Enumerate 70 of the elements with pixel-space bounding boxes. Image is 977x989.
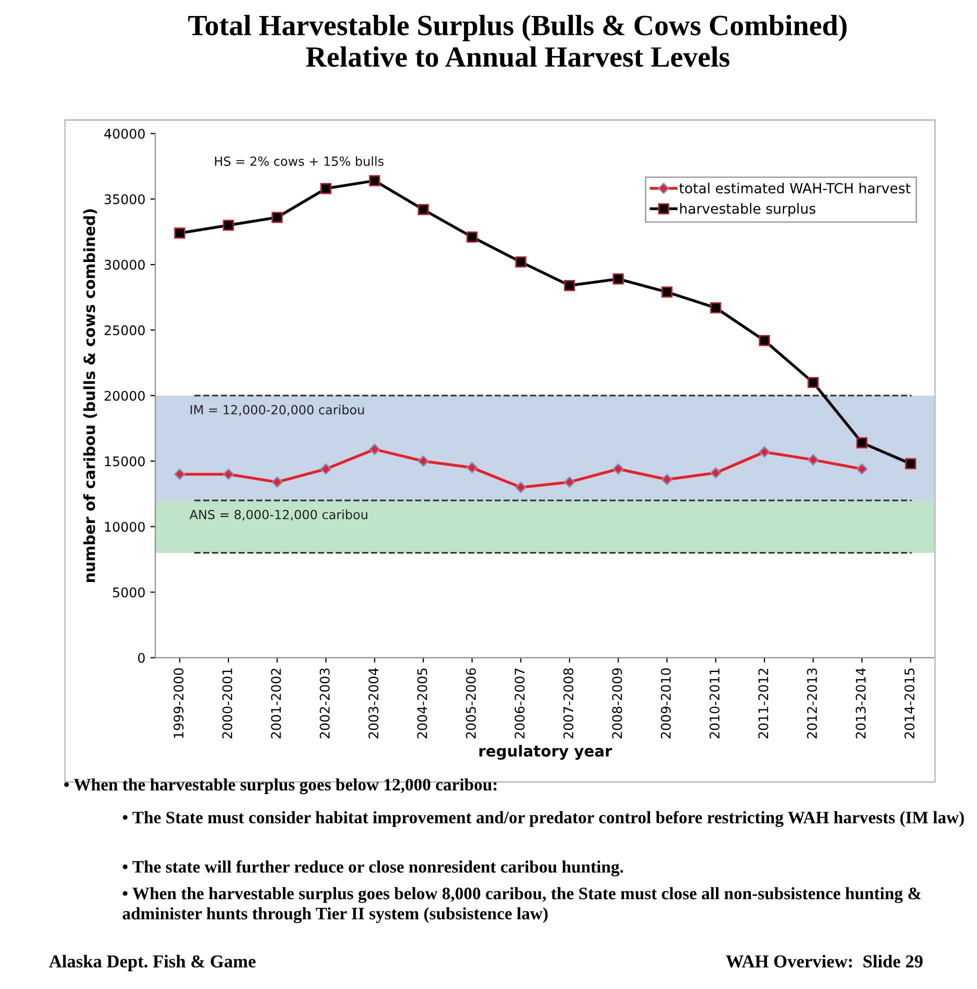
- x-tick-label: 2008-2009: [612, 668, 622, 738]
- point: [222, 220, 234, 231]
- point: [418, 456, 429, 467]
- x-tick-label: 2001-2002: [271, 668, 281, 738]
- legend-label: harvestable surplus: [680, 203, 816, 217]
- point: [418, 204, 429, 216]
- y-tick-label: 0: [138, 652, 145, 663]
- point: [174, 468, 186, 480]
- point: [661, 474, 673, 486]
- x-tick-label: 2004-2005: [417, 668, 428, 738]
- point: [905, 458, 916, 470]
- x-tick-label: 2010-2011: [710, 668, 720, 738]
- point: [710, 302, 722, 314]
- y-tick-label: 15000: [105, 456, 145, 466]
- point: [222, 468, 234, 480]
- y-tick-label: 30000: [104, 260, 145, 270]
- y-tick-label: 40000: [104, 128, 145, 139]
- point: [369, 175, 380, 186]
- x-tick-label: 2005-2006: [466, 668, 476, 738]
- legend-label: total estimated WAH-TCH harvest: [679, 182, 910, 194]
- x-tick-label: 2014-2015: [904, 668, 914, 738]
- text: WAH Overview: Slide 29: [726, 954, 923, 968]
- point: [758, 446, 770, 458]
- text: • The State must consider habitat improvement and/or predator control before restricting WAH harvests (IM law): [122, 810, 964, 828]
- band-label: IM = 12,000-20,000 caribou: [190, 404, 364, 416]
- annotation: HS = 2% cows + 15% bulls: [215, 156, 384, 166]
- x-axis-title: regulatory year: [479, 744, 612, 760]
- y-tick-label: 5000: [113, 587, 145, 598]
- x-tick-label: 2007-2008: [563, 668, 574, 738]
- point: [515, 482, 526, 493]
- point: [466, 231, 478, 243]
- point: [808, 376, 819, 388]
- point: [466, 462, 478, 474]
- x-tick-label: 2006-2007: [514, 668, 525, 738]
- band-label: ANS = 8,000-12,000 caribou: [190, 510, 368, 521]
- text: • When the harvestable surplus goes below 12,000 caribou:: [64, 778, 496, 794]
- x-tick-label: 2000-2001: [222, 668, 232, 738]
- chart-title: Total Harvestable Surplus (Bulls & Cows Combined) Relative to Annual Harvest Levels: [188, 14, 847, 67]
- point: [808, 454, 819, 466]
- point: [320, 182, 332, 194]
- point: [612, 463, 624, 475]
- x-tick-label: 2002-2003: [320, 668, 330, 738]
- point: [564, 280, 576, 292]
- y-tick-label: 10000: [105, 522, 145, 532]
- x-tick-label: 2009-2010: [660, 668, 671, 738]
- point: [515, 256, 526, 268]
- point: [272, 212, 283, 223]
- x-tick-label: 2011-2012: [758, 668, 768, 738]
- y-tick-label: 25000: [104, 325, 145, 336]
- x-tick-label: 2012-2013: [807, 668, 817, 738]
- y-tick-label: 35000: [104, 194, 145, 204]
- text: • When the harvestable surplus goes below 8,000 caribou, the State must close all non-subsistence hunting & administer hunts through Tier II system (subsistence law): [122, 887, 921, 924]
- y-axis-title: number of caribou (bulls & cows combined): [83, 209, 97, 582]
- point: [564, 476, 576, 488]
- point: [710, 467, 722, 479]
- point: [758, 335, 770, 346]
- point: [661, 286, 673, 298]
- y-tick-label: 20000: [104, 390, 145, 401]
- point: [272, 476, 283, 488]
- point: [320, 463, 332, 475]
- x-tick-label: 1999-2000: [174, 668, 184, 738]
- text: Alaska Dept. Fish & Game: [49, 954, 256, 972]
- point: [174, 228, 186, 239]
- text: • The state will further reduce or close nonresident caribou hunting.: [122, 860, 624, 876]
- point: [856, 463, 868, 475]
- point: [856, 437, 868, 448]
- x-tick-label: 2013-2014: [856, 668, 866, 738]
- x-tick-label: 2003-2004: [368, 668, 378, 738]
- point: [369, 444, 380, 455]
- point: [612, 273, 624, 285]
